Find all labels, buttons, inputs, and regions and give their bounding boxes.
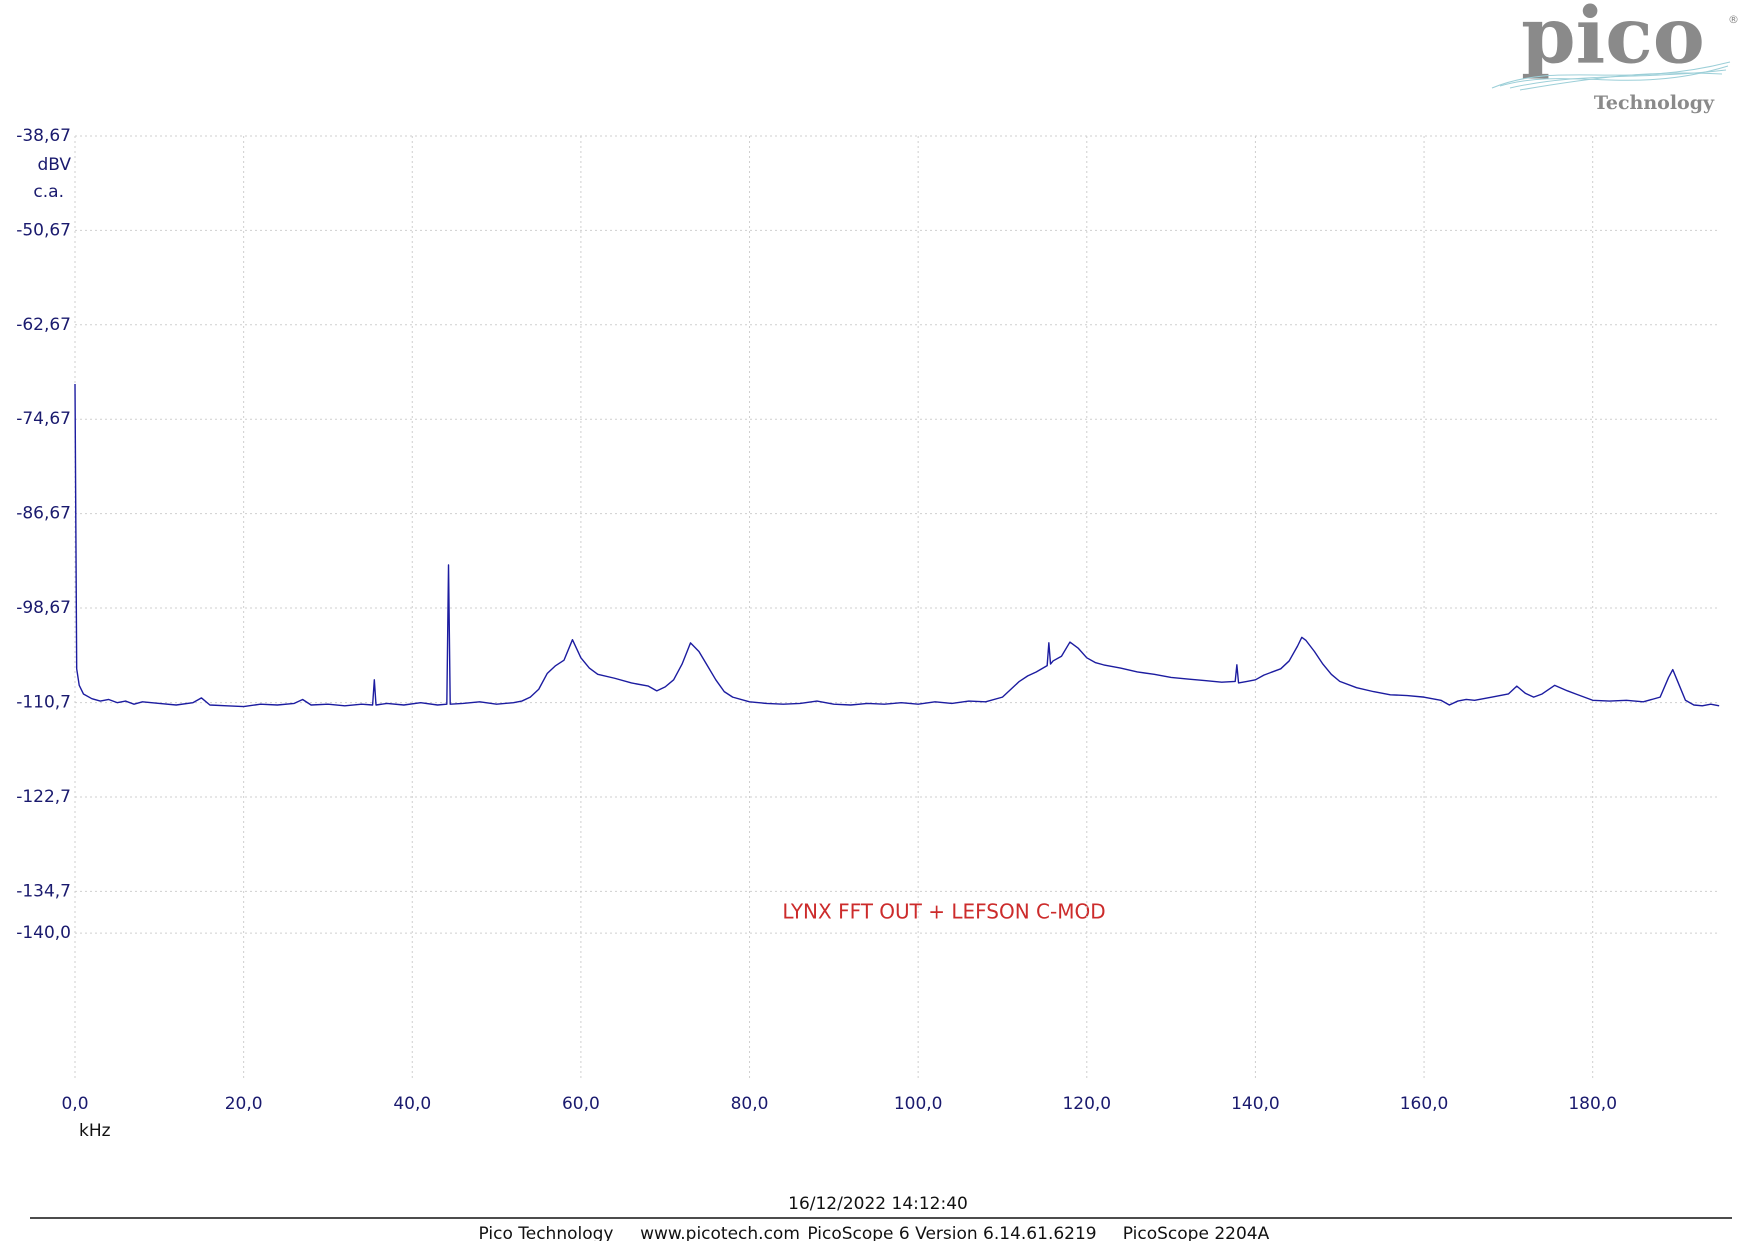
y-tick-label: -38,67 [16,126,71,146]
logo-mark: ® [1728,13,1739,26]
x-tick-label: 60,0 [562,1094,600,1114]
y-tick-label: -134,7 [16,881,71,901]
x-tick-label: 100,0 [894,1094,943,1114]
x-tick-label: 20,0 [225,1094,263,1114]
x-tick-label: 120,0 [1062,1094,1111,1114]
y-coupling: c.a. [33,182,64,202]
footer-item: PicoScope 6 Version 6.14.61.6219 [807,1224,1096,1241]
spectrum-line [74,384,1720,708]
timestamp: 16/12/2022 14:12:40 [788,1194,968,1214]
y-unit: dBV [37,155,71,175]
annotation: LYNX FFT OUT + LEFSON C-MOD [782,900,1105,924]
logo-waves [1491,61,1731,91]
x-tick-label: 180,0 [1568,1094,1617,1114]
x-tick-label: 40,0 [393,1094,431,1114]
y-tick-label: -74,67 [16,409,71,429]
y-tick-label: -62,67 [16,315,71,335]
x-tick-label: 80,0 [731,1094,769,1114]
x-tick-label: 0,0 [61,1094,88,1114]
footer-item: www.picotech.com [640,1224,800,1241]
y-tick-label: -50,67 [16,220,71,240]
x-tick-label: 140,0 [1231,1094,1280,1114]
y-tick-label: -140,0 [16,923,71,943]
y-tick-label: -110,7 [16,693,71,713]
x-unit: kHz [79,1121,111,1141]
x-tick-label: 160,0 [1400,1094,1449,1114]
y-tick-label: -122,7 [16,787,71,807]
footer-item: PicoScope 2204A [1123,1224,1270,1241]
y-tick-label: -98,67 [16,598,71,618]
logo-name: pico [1521,0,1705,82]
y-tick-label: -86,67 [16,504,71,524]
footer-item: Pico Technology [479,1224,614,1241]
logo-sub: Technology [1594,92,1715,114]
